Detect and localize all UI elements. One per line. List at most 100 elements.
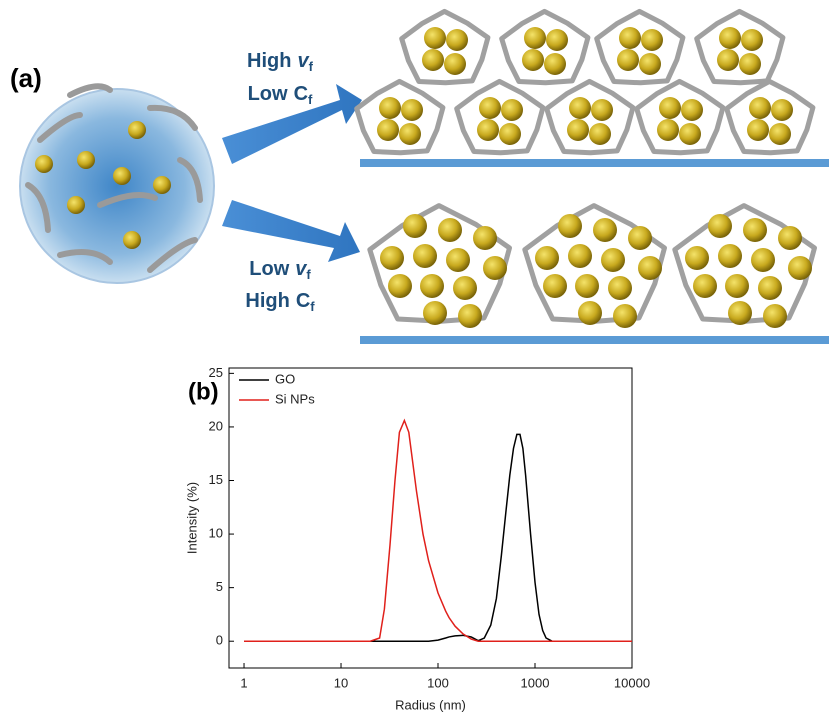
- nanoparticle: [483, 256, 507, 280]
- nanoparticle: [641, 29, 663, 51]
- nanoparticle: [591, 99, 613, 121]
- label-word: Low: [249, 258, 289, 280]
- nanoparticle: [639, 53, 661, 75]
- nanoparticle: [708, 214, 732, 238]
- nanoparticle: [399, 123, 421, 145]
- nanoparticle: [608, 276, 632, 300]
- nanoparticle: [379, 97, 401, 119]
- figure: (a) HighvfLowCfLowvfHighCf 0510152025110…: [0, 0, 829, 715]
- nanoparticle: [123, 231, 141, 249]
- arrow-down: [222, 200, 360, 262]
- series-line: [244, 434, 632, 641]
- nanoparticle: [438, 218, 462, 242]
- nanoparticle: [77, 151, 95, 169]
- legend-label: GO: [275, 371, 295, 386]
- nanoparticle: [778, 226, 802, 250]
- x-axis-title: Radius (nm): [395, 697, 466, 712]
- nanoparticle: [771, 99, 793, 121]
- nanoparticle: [403, 214, 427, 238]
- nanoparticle: [401, 99, 423, 121]
- nanoparticle: [619, 27, 641, 49]
- y-axis-title: Intensity (%): [184, 482, 199, 554]
- nanoparticle: [593, 218, 617, 242]
- label-symbol: C: [294, 83, 308, 105]
- legend-label: Si NPs: [275, 391, 315, 406]
- nanoparticle: [685, 246, 709, 270]
- label-symbol: C: [296, 290, 310, 312]
- nanoparticle: [413, 244, 437, 268]
- nanoparticle: [617, 49, 639, 71]
- nanoparticle: [546, 29, 568, 51]
- nanoparticle: [769, 123, 791, 145]
- x-tick-label: 10000: [614, 675, 650, 690]
- x-tick-label: 10: [334, 675, 348, 690]
- x-tick-label: 1000: [521, 675, 550, 690]
- plot-frame: [229, 368, 632, 668]
- nanoparticle: [741, 29, 763, 51]
- nanoparticle: [422, 49, 444, 71]
- label-subscript: f: [308, 92, 313, 107]
- nanoparticle: [479, 97, 501, 119]
- graphene-wrap: [597, 11, 683, 82]
- nanoparticle: [601, 248, 625, 272]
- nanoparticle: [388, 274, 412, 298]
- nanoparticle: [589, 123, 611, 145]
- nanoparticle: [718, 244, 742, 268]
- nanoparticle: [717, 49, 739, 71]
- nanoparticle: [763, 304, 787, 328]
- nanoparticle: [567, 119, 589, 141]
- nanoparticle: [446, 248, 470, 272]
- nanoparticle: [679, 123, 701, 145]
- nanoparticle: [788, 256, 812, 280]
- nanoparticle: [544, 53, 566, 75]
- nanoparticle: [453, 276, 477, 300]
- nanoparticle: [638, 256, 662, 280]
- y-tick-label: 10: [209, 526, 223, 541]
- label-word: High: [247, 50, 291, 72]
- substrate: [360, 159, 829, 167]
- graphene-wrap: [547, 81, 633, 152]
- nanoparticle: [67, 196, 85, 214]
- nanoparticle: [477, 119, 499, 141]
- nanoparticle: [578, 301, 602, 325]
- nanoparticle: [473, 226, 497, 250]
- nanoparticle: [543, 274, 567, 298]
- nanoparticle: [113, 167, 131, 185]
- nanoparticle: [524, 27, 546, 49]
- nanoparticle: [719, 27, 741, 49]
- nanoparticle: [153, 176, 171, 194]
- label-word: Low: [248, 83, 288, 105]
- nanoparticle: [758, 276, 782, 300]
- nanoparticle: [751, 248, 775, 272]
- nanoparticle: [613, 304, 637, 328]
- graphene-wrap: [502, 11, 588, 82]
- nanoparticle: [420, 274, 444, 298]
- nanoparticle: [423, 301, 447, 325]
- nanoparticle: [569, 97, 591, 119]
- nanoparticle: [501, 99, 523, 121]
- nanoparticle: [444, 53, 466, 75]
- graphene-wrap: [402, 11, 488, 82]
- nanoparticle: [747, 119, 769, 141]
- graphene-wrap: [357, 81, 443, 152]
- series-line: [244, 421, 632, 642]
- nanoparticle: [693, 274, 717, 298]
- nanoparticle: [659, 97, 681, 119]
- y-tick-label: 15: [209, 472, 223, 487]
- nanoparticle: [35, 155, 53, 173]
- arrow-label: Low Cf: [248, 83, 313, 107]
- nanoparticle: [749, 97, 771, 119]
- nanoparticle: [725, 274, 749, 298]
- nanoparticle: [628, 226, 652, 250]
- graphene-wrap: [727, 81, 813, 152]
- label-subscript: f: [309, 59, 314, 74]
- nanoparticle: [522, 49, 544, 71]
- nanoparticle: [558, 214, 582, 238]
- nanoparticle: [568, 244, 592, 268]
- label-subscript: f: [306, 267, 311, 282]
